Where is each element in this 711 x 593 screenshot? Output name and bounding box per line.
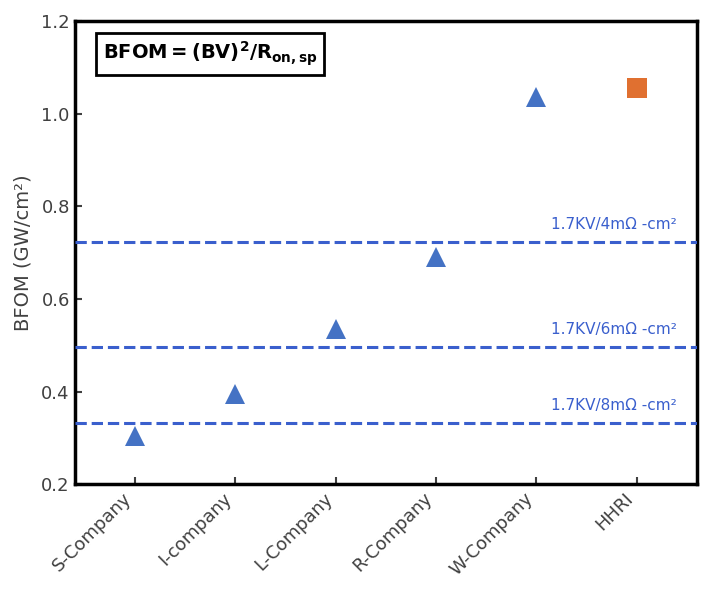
Text: 1.7KV/8mΩ -cm²: 1.7KV/8mΩ -cm² <box>551 397 677 413</box>
Text: 1.7KV/4mΩ -cm²: 1.7KV/4mΩ -cm² <box>551 217 677 232</box>
Y-axis label: BFOM (GW/cm²): BFOM (GW/cm²) <box>14 174 33 331</box>
Text: 1.7KV/6mΩ -cm²: 1.7KV/6mΩ -cm² <box>551 322 677 337</box>
Text: $\bf{BFOM=(BV)^2/R_{on,sp}}$: $\bf{BFOM=(BV)^2/R_{on,sp}}$ <box>102 39 317 68</box>
